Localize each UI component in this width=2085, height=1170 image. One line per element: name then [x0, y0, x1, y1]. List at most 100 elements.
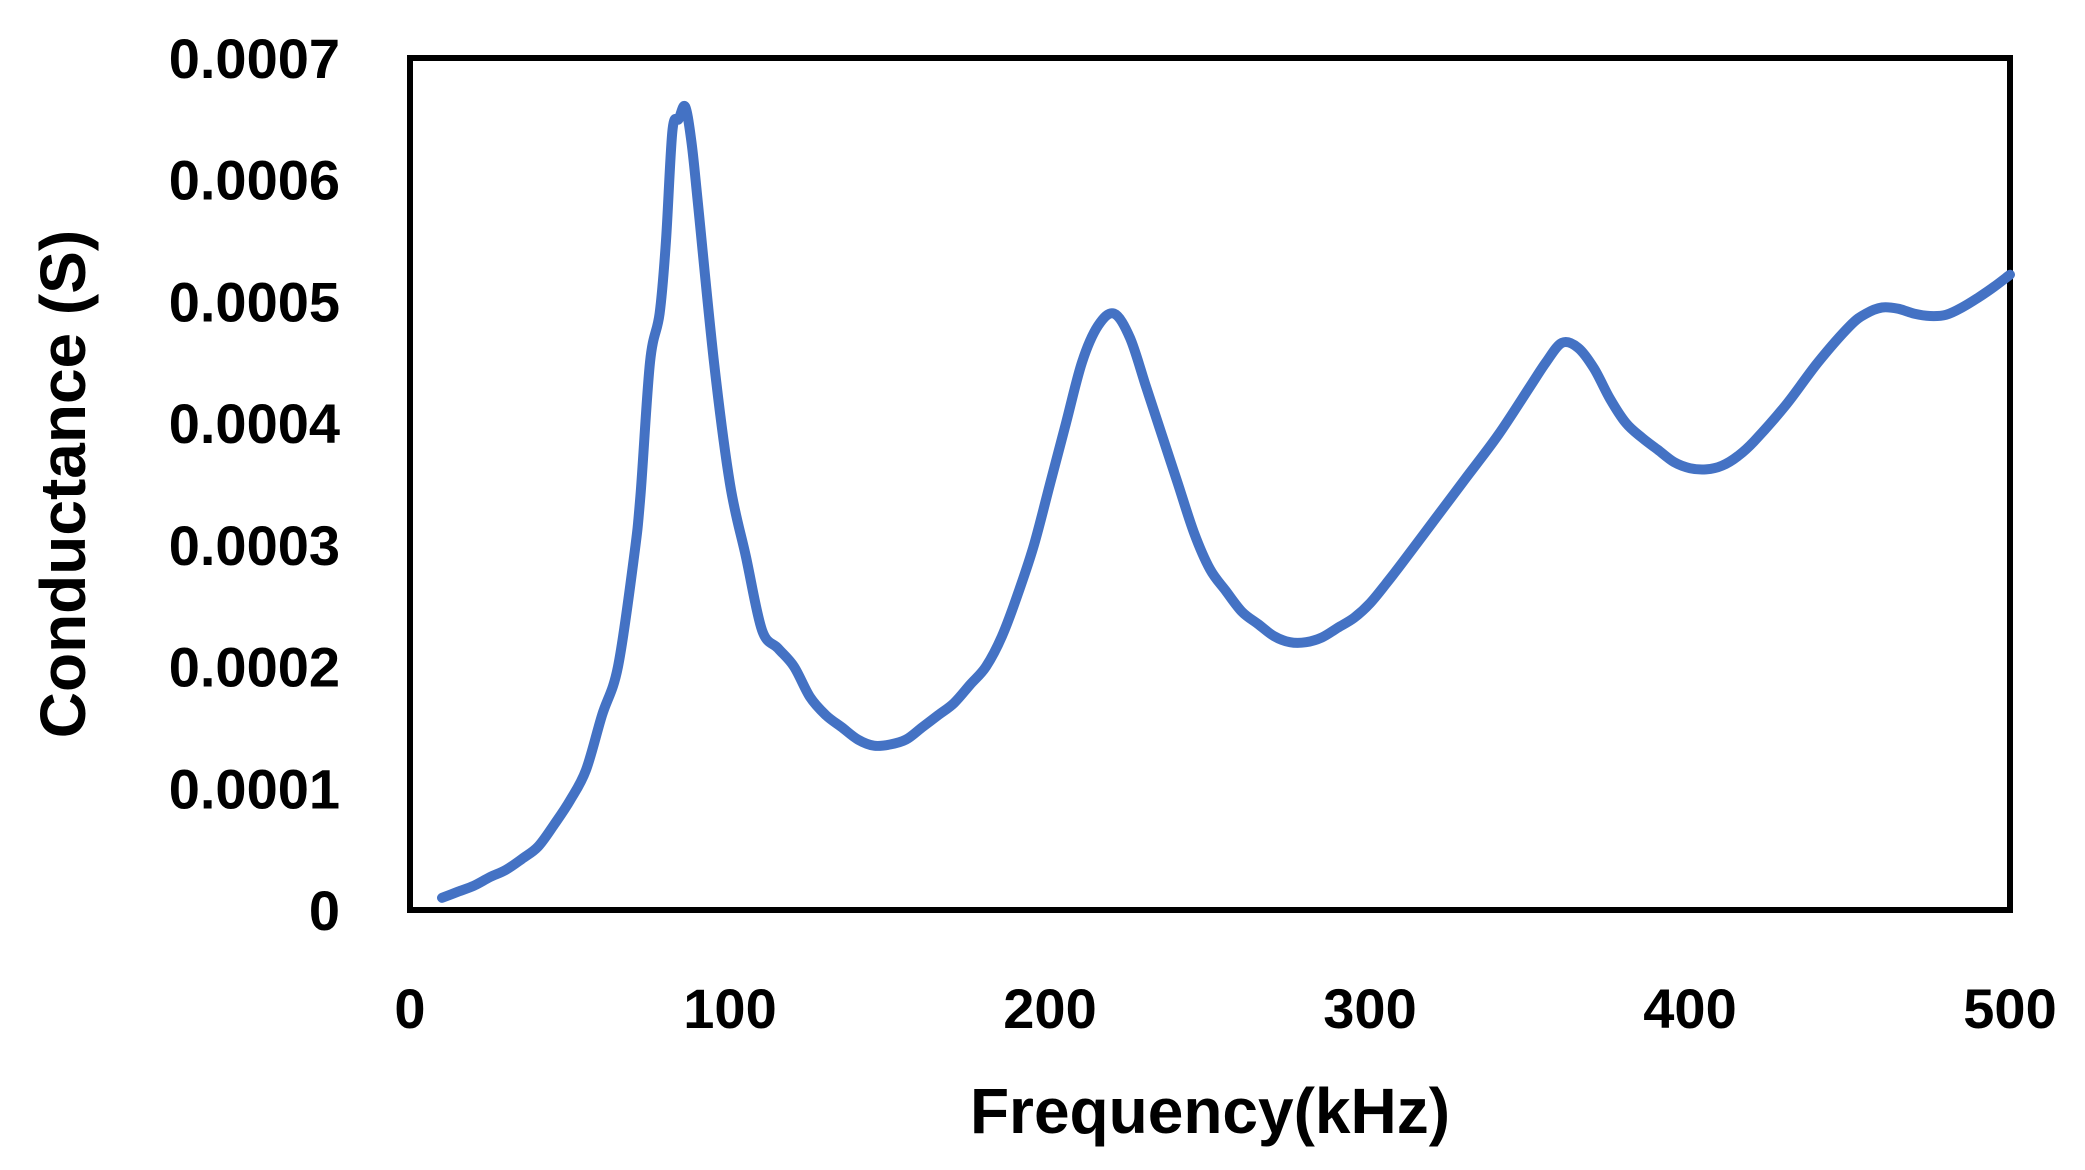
data-point [1175, 481, 1181, 487]
data-point [1847, 323, 1853, 329]
data-point [727, 481, 733, 487]
data-point [567, 798, 573, 804]
data-point [663, 238, 669, 244]
data-point [1159, 432, 1165, 438]
data-point [1111, 311, 1117, 317]
data-point [871, 743, 877, 749]
data-point [503, 867, 509, 873]
y-tick-label: 0.0004 [169, 392, 340, 455]
data-point [1303, 639, 1309, 645]
y-tick-label: 0 [309, 879, 340, 942]
data-point [695, 201, 701, 207]
data-point [1879, 305, 1885, 311]
data-point [1527, 384, 1533, 390]
data-point [1543, 359, 1549, 365]
data-point [1463, 475, 1469, 481]
data-point [1495, 432, 1501, 438]
data-point [631, 554, 637, 560]
y-tick-label: 0.0003 [169, 514, 340, 577]
data-point [519, 856, 525, 862]
data-point [1863, 311, 1869, 317]
data-point [775, 645, 781, 651]
data-point [551, 822, 557, 828]
data-points [439, 104, 2013, 901]
data-point [791, 664, 797, 670]
series-line [437, 100, 2015, 903]
data-point [676, 116, 682, 122]
data-point [759, 627, 765, 633]
data-point [471, 883, 477, 889]
data-point [1959, 305, 1965, 311]
data-point [1367, 600, 1373, 606]
data-point [1271, 633, 1277, 639]
data-point [647, 359, 653, 365]
x-tick-label: 100 [683, 977, 776, 1040]
data-point [1207, 566, 1213, 572]
data-point [903, 737, 909, 743]
data-point [1975, 295, 1981, 301]
data-point [1063, 420, 1069, 426]
data-point [1911, 311, 1917, 317]
data-point [1607, 396, 1613, 402]
x-tick-label: 300 [1323, 977, 1416, 1040]
x-tick-label: 0 [394, 977, 425, 1040]
data-point [1591, 365, 1597, 371]
data-point [535, 844, 541, 850]
data-point [1399, 560, 1405, 566]
data-point [1719, 463, 1725, 469]
data-point [807, 694, 813, 700]
y-tick-label: 0.0007 [169, 27, 340, 90]
data-point [669, 128, 675, 134]
data-point [1639, 435, 1645, 441]
x-tick-labels: 0 100 200 300 400 500 [394, 977, 2056, 1040]
data-point [1191, 530, 1197, 536]
data-point [1735, 453, 1741, 459]
data-point [1127, 335, 1133, 341]
data-point [999, 633, 1005, 639]
data-point [455, 889, 461, 895]
data-point [1783, 402, 1789, 408]
data-point [711, 359, 717, 365]
data-point [919, 724, 925, 730]
data-point [1815, 359, 1821, 365]
y-tick-label: 0.0006 [169, 149, 340, 212]
data-point [1655, 447, 1661, 453]
data-point [1575, 345, 1581, 351]
data-point [1703, 466, 1709, 472]
x-tick-label: 200 [1003, 977, 1096, 1040]
data-point [1431, 518, 1437, 524]
data-point [1943, 312, 1949, 318]
y-tick-labels: 0 0.0001 0.0002 0.0003 0.0004 0.0005 0.0006 0.0… [169, 27, 340, 942]
x-axis-title: Frequency(kHz) [970, 1075, 1450, 1147]
data-point [1335, 625, 1341, 631]
data-point [839, 724, 845, 730]
data-point [1351, 615, 1357, 621]
data-point [1079, 359, 1085, 365]
data-point [689, 140, 695, 146]
data-point [1927, 313, 1933, 319]
y-tick-label: 0.0002 [169, 636, 340, 699]
data-point [1047, 481, 1053, 487]
data-point [983, 664, 989, 670]
data-point [855, 737, 861, 743]
x-tick-label: 400 [1643, 977, 1736, 1040]
data-point [1015, 591, 1021, 597]
data-point [487, 874, 493, 880]
data-point [637, 493, 643, 499]
data-point [1383, 581, 1389, 587]
y-axis-title: Conductance (S) [27, 230, 99, 738]
data-point [1687, 465, 1693, 471]
data-point [1671, 459, 1677, 465]
data-point [1991, 284, 1997, 290]
data-point [1239, 609, 1245, 615]
data-point [967, 682, 973, 688]
data-point [583, 767, 589, 773]
data-point [1319, 634, 1325, 640]
data-point [1031, 542, 1037, 548]
plot-frame [407, 55, 2013, 913]
data-point [1287, 639, 1293, 645]
data-point [887, 742, 893, 748]
data-point [1095, 323, 1101, 329]
x-tick-label: 500 [1963, 977, 2056, 1040]
